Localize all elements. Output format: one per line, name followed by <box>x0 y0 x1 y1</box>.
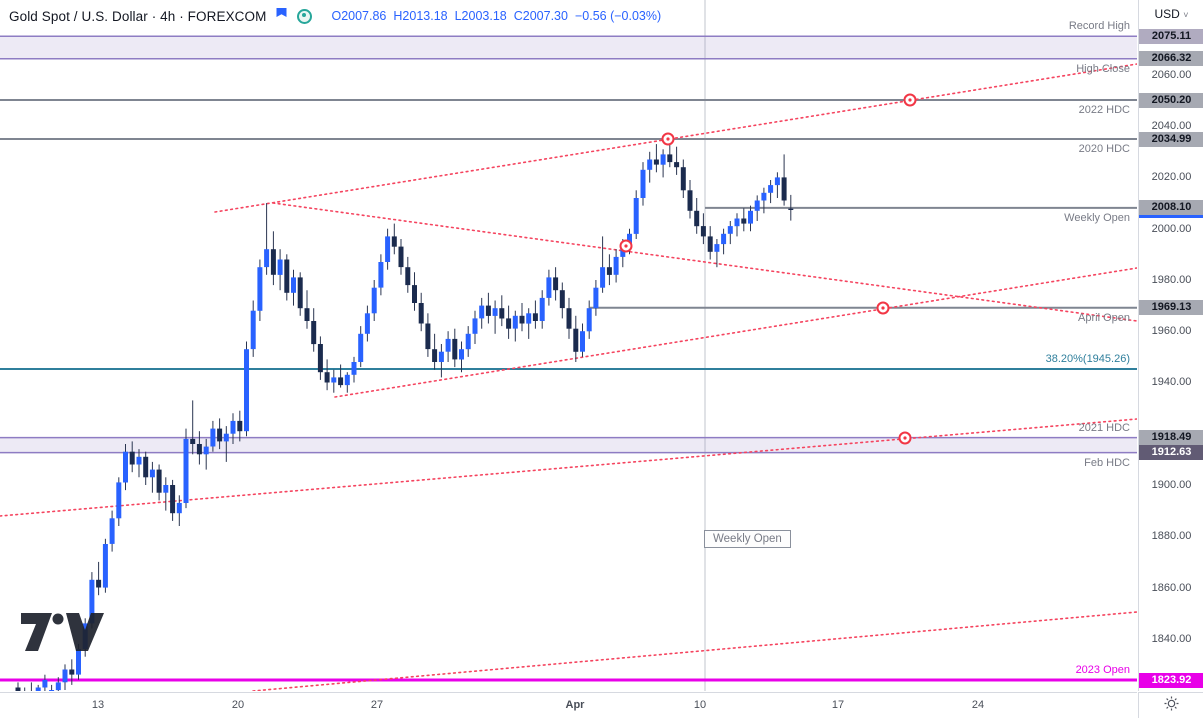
ohlc-high: H2013.18 <box>393 9 448 23</box>
level-cross-marker-dot <box>881 306 885 310</box>
price-tick-1960: 1960.00 <box>1151 325 1192 337</box>
price-tick-2020: 2020.00 <box>1151 171 1192 183</box>
price-badge-1823.92: 1823.92 <box>1139 673 1203 688</box>
tradingview-logo[interactable] <box>21 611 111 658</box>
price-badge-1918.49: 1918.49 <box>1139 430 1203 445</box>
price-tick-1900: 1900.00 <box>1151 479 1192 491</box>
settings-gear-icon[interactable] <box>1164 696 1179 716</box>
price-tick-1840: 1840.00 <box>1151 633 1192 645</box>
flag-icon[interactable] <box>275 7 288 25</box>
chart-region[interactable]: Gold Spot / U.S. Dollar · 4h · FOREXCOM … <box>0 0 1137 691</box>
time-axis[interactable]: 13 20 27 Apr 10 17 24 <box>0 692 1137 718</box>
trendline-falling-resistance-from-march-high[interactable] <box>272 202 1137 322</box>
trendline-rising-support-lower[interactable] <box>0 418 1137 517</box>
chevron-down-icon: ˅ <box>1183 10 1189 20</box>
time-label-apr: Apr <box>565 699 585 711</box>
axis-corner <box>1138 692 1203 718</box>
level-cross-marker-dot <box>624 244 628 248</box>
price-band[interactable] <box>0 437 1137 453</box>
time-label-20: 20 <box>231 699 245 711</box>
price-badge-2075.11: 2075.11 <box>1139 29 1203 44</box>
level-cross-marker-dot <box>908 98 912 102</box>
data-status-icon[interactable] <box>297 8 313 24</box>
price-badge-2034.99: 2034.99 <box>1139 132 1203 147</box>
price-badge-2008.1: 2008.10 <box>1139 200 1203 215</box>
price-chart-canvas[interactable] <box>0 0 1137 691</box>
time-label-13: 13 <box>91 699 105 711</box>
price-tick-2000: 2000.00 <box>1151 223 1192 235</box>
time-label-24: 24 <box>971 699 985 711</box>
time-label-10: 10 <box>693 699 707 711</box>
ohlc-open: O2007.86 <box>331 9 387 23</box>
price-badge-1969.13: 1969.13 <box>1139 300 1203 315</box>
ohlc-close: C2007.30 <box>513 9 568 23</box>
price-tick-1860: 1860.00 <box>1151 582 1192 594</box>
candles-series[interactable] <box>15 139 794 691</box>
ohlc-low: L2003.18 <box>454 9 507 23</box>
price-tick-1980: 1980.00 <box>1151 274 1192 286</box>
ohlc-readout: O2007.86 H2013.18 L2003.18 C2007.30 −0.5… <box>331 9 661 23</box>
price-axis[interactable]: USD ˅ 2060.00 2040.00 2020.00 2000.00 1980.0… <box>1138 0 1203 691</box>
trendline-rising-resistance-upper[interactable] <box>214 63 1137 213</box>
ohlc-change: −0.56 (−0.03%) <box>574 9 662 23</box>
level-cross-marker-dot <box>666 137 670 141</box>
price-badge-2050.2: 2050.20 <box>1139 93 1203 108</box>
symbol-title[interactable]: Gold Spot / U.S. Dollar · 4h · FOREXCOM <box>9 8 267 24</box>
price-badge-2066.32: 2066.32 <box>1139 51 1203 66</box>
price-tick-2040: 2040.00 <box>1151 120 1192 132</box>
time-label-17: 17 <box>831 699 845 711</box>
last-price-tick <box>1139 215 1203 218</box>
currency-label[interactable]: USD ˅ <box>1139 5 1203 23</box>
trendline-rising-channel-base[interactable] <box>252 611 1137 691</box>
level-cross-marker-dot <box>903 436 907 440</box>
price-badge-1912.63: 1912.63 <box>1139 445 1203 460</box>
price-tick-2060: 2060.00 <box>1151 69 1192 81</box>
price-tick-1880: 1880.00 <box>1151 530 1192 542</box>
price-band[interactable] <box>0 36 1137 59</box>
weekly-open-tooltip: Weekly Open <box>704 530 791 548</box>
time-label-27: 27 <box>370 699 384 711</box>
price-tick-1940: 1940.00 <box>1151 376 1192 388</box>
chart-header: Gold Spot / U.S. Dollar · 4h · FOREXCOM … <box>9 7 668 25</box>
